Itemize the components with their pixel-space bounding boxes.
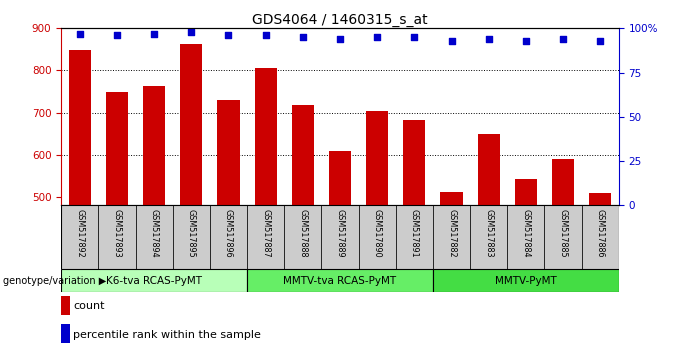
Bar (515, 179, 537, 205)
Bar (292, 105, 314, 205)
Point (520, 38, 531, 44)
Text: GSM517893: GSM517893 (112, 209, 122, 257)
Point (297, 34, 308, 40)
Bar (135, 205, 173, 269)
Point (558, 36, 568, 42)
Point (446, 38, 457, 44)
Bar (433, 269, 619, 292)
Text: GSM517890: GSM517890 (373, 209, 381, 257)
Point (186, 29, 197, 35)
Point (74, 31, 85, 36)
Point (409, 34, 420, 40)
Bar (143, 86, 165, 205)
Bar (284, 205, 322, 269)
Bar (329, 150, 351, 205)
Text: GSM517891: GSM517891 (410, 209, 419, 257)
Text: GSM517894: GSM517894 (150, 209, 158, 257)
Bar (180, 44, 203, 205)
Bar (61, 269, 247, 292)
Bar (366, 112, 388, 205)
Bar (247, 269, 433, 292)
Text: K6-tva RCAS-PyMT: K6-tva RCAS-PyMT (106, 275, 202, 286)
Text: GSM517896: GSM517896 (224, 209, 233, 257)
Point (223, 33, 234, 38)
Bar (106, 92, 128, 205)
Point (149, 31, 160, 36)
Text: GSM517885: GSM517885 (558, 209, 568, 257)
Bar (441, 192, 462, 205)
Point (335, 36, 345, 42)
Bar (589, 193, 611, 205)
Point (260, 33, 271, 38)
Text: GSM517884: GSM517884 (522, 209, 530, 257)
Point (595, 38, 606, 44)
Bar (358, 205, 396, 269)
Bar (218, 100, 239, 205)
Bar (477, 134, 500, 205)
Bar (210, 205, 247, 269)
Bar (254, 68, 277, 205)
Bar (581, 205, 619, 269)
Bar (322, 205, 358, 269)
Text: GSM517882: GSM517882 (447, 209, 456, 257)
Text: genotype/variation ▶: genotype/variation ▶ (3, 276, 107, 286)
Point (112, 33, 122, 38)
Text: GSM517889: GSM517889 (335, 209, 345, 257)
Text: MMTV-tva RCAS-PyMT: MMTV-tva RCAS-PyMT (284, 275, 396, 286)
Point (372, 34, 383, 40)
Title: GDS4064 / 1460315_s_at: GDS4064 / 1460315_s_at (252, 13, 428, 27)
Text: GSM517895: GSM517895 (187, 209, 196, 257)
Bar (403, 120, 426, 205)
Text: GSM517883: GSM517883 (484, 209, 493, 257)
Text: MMTV-PyMT: MMTV-PyMT (495, 275, 557, 286)
Bar (470, 205, 507, 269)
Text: GSM517888: GSM517888 (299, 209, 307, 257)
Bar (507, 205, 545, 269)
Bar (173, 205, 210, 269)
Bar (69, 50, 91, 205)
Bar (545, 205, 581, 269)
Text: GSM517886: GSM517886 (596, 209, 605, 257)
Text: percentile rank within the sample: percentile rank within the sample (73, 330, 261, 339)
Bar (396, 205, 433, 269)
Text: count: count (73, 301, 105, 311)
Bar (61, 205, 99, 269)
Bar (99, 205, 135, 269)
Bar (247, 205, 284, 269)
Point (483, 36, 494, 42)
Bar (552, 159, 574, 205)
Text: GSM517887: GSM517887 (261, 209, 270, 257)
Text: GSM517892: GSM517892 (75, 209, 84, 257)
Bar (433, 205, 470, 269)
